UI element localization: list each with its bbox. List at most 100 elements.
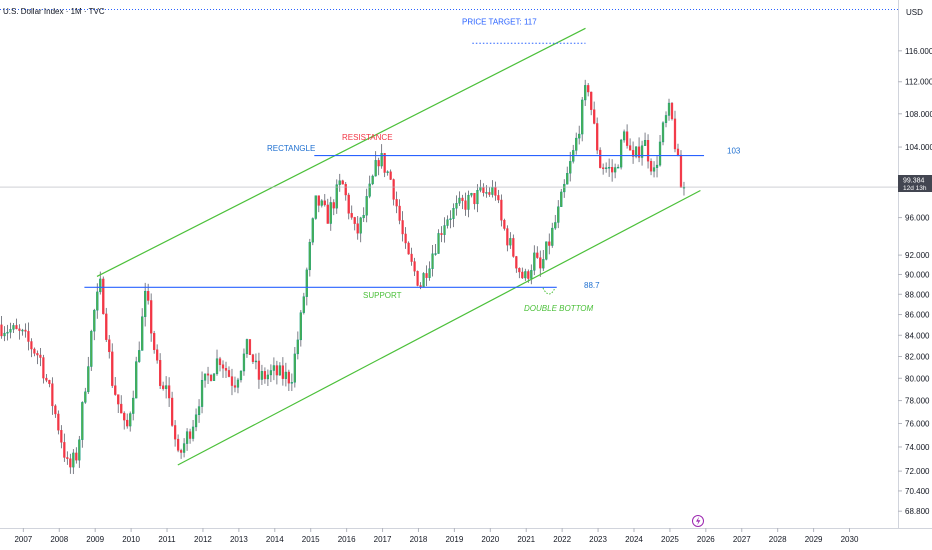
- candle-body: [658, 141, 662, 166]
- candle-body: [114, 385, 117, 395]
- candle-body: [99, 278, 102, 293]
- time-tick-label: 2030: [841, 535, 859, 544]
- candle-body: [173, 425, 177, 440]
- candle-body: [153, 333, 156, 350]
- candle-body: [141, 316, 144, 351]
- resistance-value-label: 103: [727, 147, 741, 156]
- time-tick-label: 2017: [374, 535, 392, 544]
- candle-body: [461, 197, 464, 201]
- candle-body: [590, 91, 593, 110]
- candle-body: [135, 361, 138, 399]
- candle-body: [96, 291, 99, 311]
- candle-body: [359, 217, 362, 234]
- candle-body: [27, 331, 30, 342]
- candle-body: [584, 85, 587, 101]
- candle-body: [260, 371, 264, 380]
- drawing-overlays: [0, 27, 898, 466]
- candle-body: [557, 206, 560, 223]
- time-tick-label: 2028: [769, 535, 787, 544]
- candle-body: [129, 413, 132, 427]
- candle-body: [0, 324, 3, 337]
- price-tick-label: 104.000: [905, 143, 932, 152]
- candle-body: [311, 218, 314, 243]
- candle-body: [290, 382, 293, 384]
- candle-body: [317, 195, 320, 206]
- candle-body: [287, 371, 290, 384]
- candle-body: [356, 223, 359, 234]
- candle-body: [263, 371, 267, 380]
- candle-body: [458, 197, 461, 204]
- support-label: SUPPORT: [363, 291, 402, 300]
- candle-body: [497, 195, 500, 201]
- candle-body: [284, 371, 287, 379]
- candle-body: [176, 438, 180, 451]
- price-tag-value: 99.384: [903, 178, 925, 185]
- candle-body: [616, 166, 620, 169]
- candle-body: [239, 370, 243, 381]
- candle-body: [509, 238, 512, 246]
- candle-body: [380, 153, 383, 167]
- candle-body: [667, 102, 671, 116]
- rectangle-label: RECTANGLE: [267, 144, 315, 153]
- candle-body: [332, 202, 335, 209]
- candle-body: [48, 380, 51, 384]
- candle-body: [60, 430, 63, 443]
- candle-body: [320, 200, 323, 206]
- candle-body: [365, 196, 368, 216]
- candle-body: [386, 171, 389, 173]
- price-tick-label: 96.000: [905, 214, 930, 223]
- candle-body: [66, 457, 69, 459]
- candle-body: [634, 146, 638, 157]
- candle-body: [670, 102, 674, 120]
- candle-body: [212, 373, 216, 381]
- candle-body: [227, 370, 231, 377]
- candle-body: [664, 115, 668, 123]
- candle-body: [299, 312, 302, 341]
- time-tick-label: 2024: [625, 535, 643, 544]
- candle-body: [45, 377, 48, 381]
- candle-body: [278, 365, 282, 376]
- candle-body: [69, 458, 72, 468]
- candle-body: [440, 233, 443, 235]
- price-tick-label: 80.000: [905, 374, 930, 383]
- candle-body: [545, 241, 548, 260]
- candle-body: [84, 391, 87, 403]
- candle-body: [275, 365, 279, 376]
- candle-body: [191, 426, 195, 439]
- candle-body: [3, 332, 6, 337]
- candle-body: [233, 385, 237, 388]
- candle-body: [569, 161, 572, 174]
- candle-body: [188, 431, 192, 439]
- candle-body: [533, 252, 536, 271]
- channel-lower-line: [177, 189, 701, 466]
- candle-body: [368, 183, 371, 197]
- candle-body: [679, 154, 683, 188]
- candle-body: [42, 357, 45, 379]
- candle-body: [401, 220, 404, 235]
- support-value-label: 88.7: [584, 281, 600, 290]
- time-axis[interactable]: 2007 2008 2009 2010 2011 2012 2013 2014 2015 2016…: [14, 528, 859, 544]
- candle-body: [503, 220, 506, 229]
- candle-body: [521, 271, 524, 279]
- candle-body: [305, 269, 308, 297]
- price-axis[interactable]: 68.800 70.400 72.000 74.000 76.000 78.000 80.0…: [898, 47, 932, 516]
- candle-body: [614, 167, 617, 173]
- candle-body: [428, 268, 431, 278]
- candle-body: [605, 167, 608, 169]
- candle-body: [200, 380, 204, 407]
- candle-body: [108, 339, 111, 353]
- candle-body: [392, 179, 395, 200]
- candle-body: [599, 149, 602, 168]
- lightning-icon[interactable]: [692, 515, 704, 527]
- candle-body: [326, 204, 329, 224]
- candle-body: [673, 118, 677, 150]
- candle-body: [51, 383, 54, 407]
- candle-body: [649, 160, 653, 172]
- time-tick-label: 2009: [86, 535, 104, 544]
- candle-body: [242, 353, 246, 372]
- candle-body: [272, 365, 276, 371]
- price-tick-label: 84.000: [905, 331, 930, 340]
- candle-body: [395, 199, 398, 207]
